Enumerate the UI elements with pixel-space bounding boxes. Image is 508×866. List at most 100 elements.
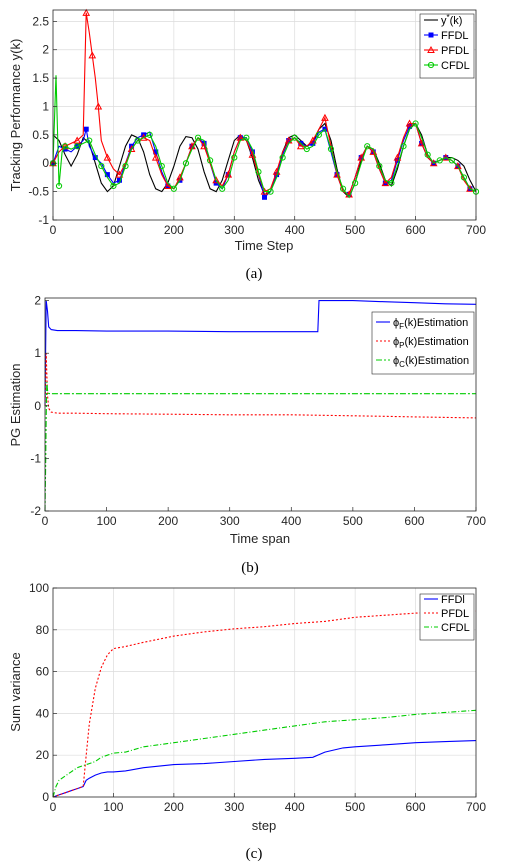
data-point-pfdl bbox=[381, 179, 390, 187]
data-point-cfdl bbox=[436, 157, 443, 164]
caption-b: (b) bbox=[241, 560, 259, 576]
data-point-cfdl bbox=[194, 134, 202, 141]
data-point-pfdl bbox=[321, 113, 329, 121]
y-tick-label: 80 bbox=[36, 623, 50, 637]
legend-label: ϕF(k)Estimation bbox=[393, 317, 468, 331]
data-point-pfdl bbox=[393, 153, 402, 161]
x-tick-label: 600 bbox=[404, 514, 424, 528]
data-point-cfdl bbox=[400, 143, 407, 150]
data-point-pfdl bbox=[88, 51, 97, 59]
y-axis-label-b: PG Estimation bbox=[8, 363, 23, 446]
data-point-cfdl bbox=[255, 168, 262, 175]
data-point-cfdl bbox=[74, 143, 81, 150]
data-point-pfdl bbox=[94, 102, 103, 110]
data-point-cfdl bbox=[412, 120, 419, 127]
y-tick-label: -1 bbox=[30, 451, 41, 465]
legend-label: FFDl bbox=[441, 594, 465, 606]
series-line-cfdl bbox=[52, 709, 477, 798]
data-point-pfdl bbox=[127, 145, 136, 153]
x-tick-label: 300 bbox=[220, 514, 240, 528]
chart-panel-c: 0 100 200 300 400 500 600 700 0 20 40 60 80 100 step… bbox=[8, 581, 486, 862]
data-point-cfdl bbox=[122, 162, 129, 170]
series-group-b bbox=[44, 300, 477, 512]
legend-label: CFDL bbox=[441, 60, 470, 72]
series-line-cfdl bbox=[52, 75, 477, 199]
series-line--c-k-estimation bbox=[44, 382, 476, 512]
y-tick-label: 1 bbox=[34, 346, 41, 360]
data-point-ffdl bbox=[83, 126, 89, 132]
x-axis-label-c: step bbox=[252, 818, 277, 833]
x-tick-label: 600 bbox=[406, 800, 426, 814]
data-point-ffdl bbox=[262, 194, 267, 200]
y-tick-label: 1 bbox=[42, 99, 49, 113]
y-ticks-c: 0 20 40 60 80 100 bbox=[29, 581, 57, 804]
legend-a: y*(k) FFDL PFDL CFDL bbox=[419, 13, 475, 79]
y-tick-label: 0 bbox=[42, 790, 49, 804]
data-point-pfdl bbox=[296, 142, 305, 150]
legend-b: ϕF(k)Estimation ϕP(k)Estimation ϕC(k)Estim… bbox=[371, 311, 475, 375]
data-point-cfdl bbox=[134, 137, 141, 144]
data-point-pfdl bbox=[333, 170, 341, 178]
x-tick-label: 500 bbox=[345, 223, 365, 237]
chart-panel-b: 0 100 200 300 400 500 600 700 -2 -1 0 1 2 Time span… bbox=[8, 294, 486, 576]
legend-label: ϕC(k)Estimation bbox=[393, 355, 469, 369]
caption-a: (a) bbox=[246, 266, 263, 282]
y-tick-label: -1 bbox=[38, 213, 49, 227]
series-group-c bbox=[52, 610, 477, 798]
y-tick-label: 0 bbox=[42, 156, 49, 170]
data-point-cfdl bbox=[219, 185, 226, 192]
x-tick-label: 100 bbox=[97, 514, 117, 528]
series-line--p-k-estimation bbox=[44, 353, 477, 419]
legend-label: FFDL bbox=[441, 30, 469, 42]
y-tick-label: 2 bbox=[42, 43, 49, 57]
y-axis-label-c: Sum variance bbox=[8, 652, 23, 731]
x-tick-label: 400 bbox=[285, 800, 305, 814]
y-tick-label: 40 bbox=[36, 706, 50, 720]
data-point-cfdl bbox=[279, 154, 286, 161]
data-point-cfdl bbox=[98, 162, 105, 170]
legend-label: CFDL bbox=[441, 622, 470, 634]
series-line-pfdl bbox=[52, 12, 477, 196]
data-point-cfdl bbox=[303, 145, 310, 153]
legend-items-a: y*(k) FFDL PFDL CFDL bbox=[424, 13, 470, 72]
data-point-pfdl bbox=[212, 176, 220, 184]
grid-c bbox=[53, 588, 476, 797]
y-tick-label: 20 bbox=[36, 748, 50, 762]
series-group-a bbox=[49, 8, 480, 200]
data-point-cfdl bbox=[376, 162, 383, 170]
y-tick-label: 0.5 bbox=[32, 128, 49, 142]
legend-label: PFDL bbox=[441, 608, 469, 620]
caption-c: (c) bbox=[246, 846, 263, 862]
data-point-pfdl bbox=[103, 153, 112, 161]
data-point-pfdl bbox=[357, 153, 366, 161]
data-point-pfdl bbox=[163, 181, 172, 189]
y-axis-label-a: Tracking Performance y(k) bbox=[8, 39, 23, 192]
x-tick-label: 0 bbox=[50, 800, 57, 814]
legend-label: y*(k) bbox=[441, 13, 462, 27]
x-tick-label: 500 bbox=[343, 514, 363, 528]
legend-box-c bbox=[419, 593, 475, 641]
axes-frame-c bbox=[52, 587, 477, 798]
x-ticks-c: 0 100 200 300 400 500 600 700 bbox=[50, 793, 486, 814]
x-axis-label-a: Time Step bbox=[235, 238, 294, 253]
legend-label: ϕP(k)Estimation bbox=[393, 336, 469, 350]
x-tick-label: 100 bbox=[103, 800, 123, 814]
data-point-cfdl bbox=[231, 154, 238, 161]
plot-area-c bbox=[53, 588, 476, 797]
data-point-cfdl bbox=[327, 145, 335, 153]
y-tick-label: 100 bbox=[29, 581, 49, 595]
data-point-cfdl bbox=[146, 131, 153, 138]
data-point-pfdl bbox=[466, 184, 474, 192]
data-point-cfdl bbox=[291, 134, 298, 141]
data-point-cfdl bbox=[448, 157, 455, 164]
legend-items-c: FFDl PFDL CFDL bbox=[424, 594, 470, 634]
y-tick-label: 2.5 bbox=[32, 14, 49, 28]
y-tick-label: 1.5 bbox=[32, 71, 49, 85]
legend-marker bbox=[427, 45, 435, 53]
series-line-ffdl bbox=[52, 740, 477, 798]
legend-label: PFDL bbox=[441, 45, 469, 57]
legend-items-b: ϕF(k)Estimation ϕP(k)Estimation ϕC(k)Estim… bbox=[376, 317, 469, 369]
x-tick-label: 400 bbox=[285, 223, 305, 237]
data-point-cfdl bbox=[352, 180, 359, 187]
